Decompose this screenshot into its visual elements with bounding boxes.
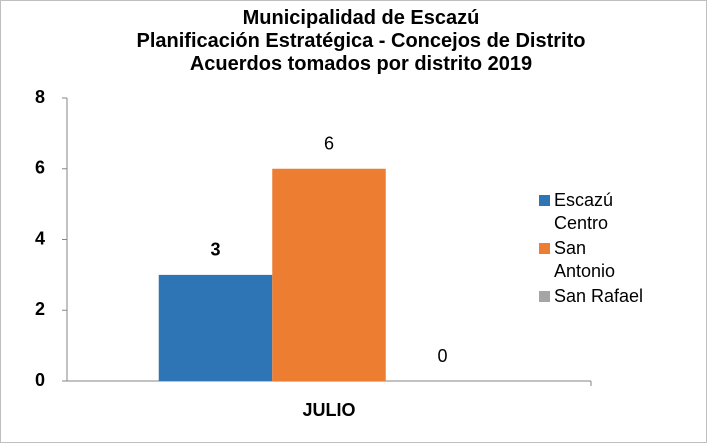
chart-title: Municipalidad de Escazú Planificación Es… [136,7,586,75]
y-tick-label: 6 [35,158,45,178]
legend-item: San Antonio [539,237,649,283]
value-label: 3 [210,240,220,260]
legend-item: Escazú Centro [539,189,649,235]
value-label: 0 [437,346,447,366]
legend-item: San Rafael [539,285,649,308]
legend-swatch [539,195,550,206]
bar [158,274,273,381]
legend-label: San Rafael [554,286,644,306]
legend-swatch [539,291,550,302]
y-tick-label: 0 [35,370,45,390]
legend-label: San Antonio [554,238,616,281]
y-tick-label: 2 [35,299,45,319]
y-tick-label: 4 [35,228,45,248]
value-label: 6 [324,134,334,154]
legend-label: Escazú Centro [554,190,614,233]
x-tick-label: JULIO [302,400,355,420]
y-tick-label: 8 [35,87,45,107]
legend-swatch [539,243,550,254]
bar [272,168,386,381]
legend: Escazú Centro San Antonio San Rafael [539,189,649,310]
